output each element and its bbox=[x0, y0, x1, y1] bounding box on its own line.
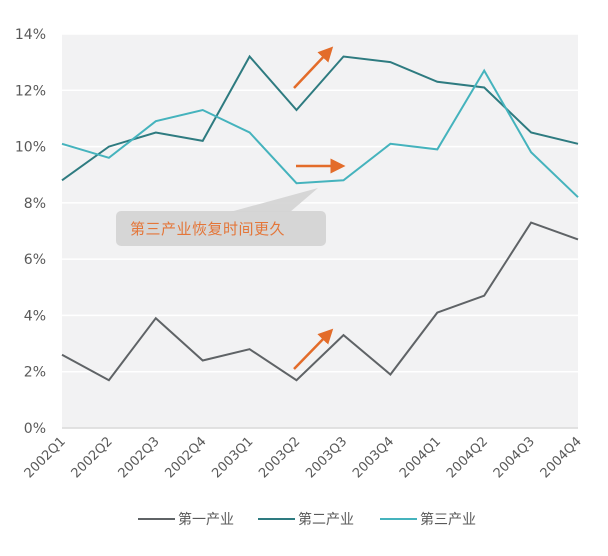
y-tick-label: 12% bbox=[15, 83, 46, 99]
legend-swatch bbox=[380, 518, 417, 520]
y-tick-label: 6% bbox=[24, 252, 46, 268]
x-tick-label: 2003Q4 bbox=[350, 434, 397, 481]
x-tick-label: 2002Q2 bbox=[69, 434, 116, 481]
x-tick-label: 2002Q3 bbox=[116, 434, 163, 481]
annotation-arrows bbox=[293, 46, 346, 370]
x-tick-label: 2003Q2 bbox=[256, 434, 303, 481]
y-axis-ticks: 0% 2% 4% 6% 8% 10% 12% 14% bbox=[15, 27, 46, 437]
callout-pointer bbox=[230, 188, 318, 212]
y-tick-label: 2% bbox=[24, 365, 46, 381]
arrow-up-right-icon bbox=[293, 328, 334, 370]
series-line bbox=[61, 221, 579, 382]
x-tick-label: 2002Q1 bbox=[22, 434, 69, 481]
callout-text: 第三产业恢复时间更久 bbox=[130, 220, 286, 238]
legend-label: 第二产业 bbox=[298, 512, 354, 528]
y-tick-label: 14% bbox=[15, 27, 46, 43]
x-tick-label: 2004Q2 bbox=[444, 434, 491, 481]
legend: 第一产业 第二产业 第三产业 bbox=[0, 509, 608, 529]
arrow-up-right-icon bbox=[293, 46, 334, 89]
legend-swatch bbox=[258, 518, 295, 520]
x-tick-label: 2004Q1 bbox=[397, 434, 444, 481]
gridlines bbox=[62, 33, 578, 429]
series-line bbox=[61, 68, 579, 198]
series-lines bbox=[61, 54, 579, 382]
line-chart: 0%2%4%6%8%10%12%14% 2002Q1 2002Q2 2002Q3 20… bbox=[15, 27, 585, 481]
legend-item-secondary: 第二产业 bbox=[258, 509, 354, 529]
legend-swatch bbox=[138, 518, 175, 520]
legend-item-tertiary: 第三产业 bbox=[380, 509, 476, 529]
x-tick-label: 2003Q1 bbox=[209, 434, 256, 481]
callout-annotation: 第三产业恢复时间更久 bbox=[116, 211, 326, 246]
series-line bbox=[61, 54, 579, 182]
y-tick-label: 4% bbox=[24, 308, 46, 324]
legend-item-primary: 第一产业 bbox=[138, 509, 234, 529]
y-tick-label: 10% bbox=[15, 140, 46, 156]
legend-label: 第一产业 bbox=[178, 512, 234, 528]
x-tick-label: 2004Q3 bbox=[491, 434, 538, 481]
x-tick-label: 2004Q4 bbox=[538, 434, 585, 481]
legend-label: 第三产业 bbox=[420, 512, 476, 528]
y-tick-label: 8% bbox=[24, 196, 46, 212]
x-axis-ticks: 2002Q1 2002Q2 2002Q3 2002Q4 2003Q1 2003Q2 2003… bbox=[22, 434, 585, 481]
y-tick-label: 0% bbox=[24, 421, 46, 437]
x-tick-label: 2003Q3 bbox=[303, 434, 350, 481]
x-tick-label: 2002Q4 bbox=[162, 434, 209, 481]
